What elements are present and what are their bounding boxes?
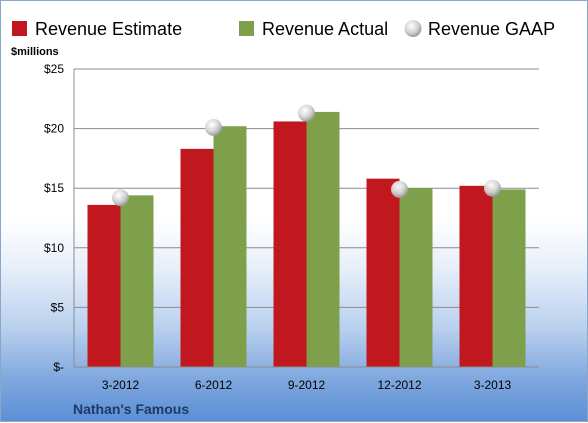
legend-label: Revenue Estimate [35, 19, 182, 39]
gaap-marker [205, 118, 222, 136]
estimate-bar [273, 121, 307, 367]
company-name: Nathan's Famous [73, 401, 189, 417]
gaap-marker [391, 180, 408, 198]
legend-swatch [239, 21, 254, 36]
y-axis-ticks: $- $5 $10 $15 $20 $25 [44, 62, 64, 374]
legend-swatch [12, 21, 27, 36]
legend-label: Revenue Actual [262, 19, 388, 39]
actual-bar [306, 111, 340, 367]
y-tick-label: $10 [44, 241, 64, 255]
actual-bar [492, 189, 526, 367]
y-tick-label: $20 [44, 122, 64, 136]
y-tick-label: $5 [51, 300, 65, 314]
x-tick-label: 12-2012 [377, 378, 421, 392]
gaap-marker [112, 189, 129, 207]
actual-bar [120, 195, 154, 367]
chart-legend: Revenue Estimate Revenue Actual Revenue GA… [12, 19, 555, 39]
y-tick-label: $15 [44, 181, 64, 195]
actual-bar [213, 126, 247, 367]
y-axis-unit-label: $millions [11, 46, 59, 58]
estimate-bar [180, 148, 214, 367]
legend-label: Revenue GAAP [428, 19, 555, 39]
x-tick-label: 3-2013 [474, 378, 512, 392]
axes [73, 69, 539, 368]
bars [87, 111, 526, 367]
y-tick-label: $- [53, 360, 64, 374]
gaap-markers [112, 104, 501, 207]
actual-bar [399, 188, 433, 367]
x-tick-label: 6-2012 [195, 378, 233, 392]
estimate-bar [87, 204, 121, 367]
legend-marker [404, 20, 422, 37]
gaap-marker [484, 179, 501, 197]
estimate-bar [366, 178, 400, 367]
x-tick-label: 3-2012 [102, 378, 140, 392]
gaap-marker [298, 104, 315, 122]
x-axis-ticks: 3-2012 6-2012 9-2012 12-2012 3-2013 [102, 378, 512, 392]
x-tick-label: 9-2012 [288, 378, 326, 392]
y-tick-label: $25 [44, 62, 64, 76]
estimate-bar [459, 185, 493, 367]
